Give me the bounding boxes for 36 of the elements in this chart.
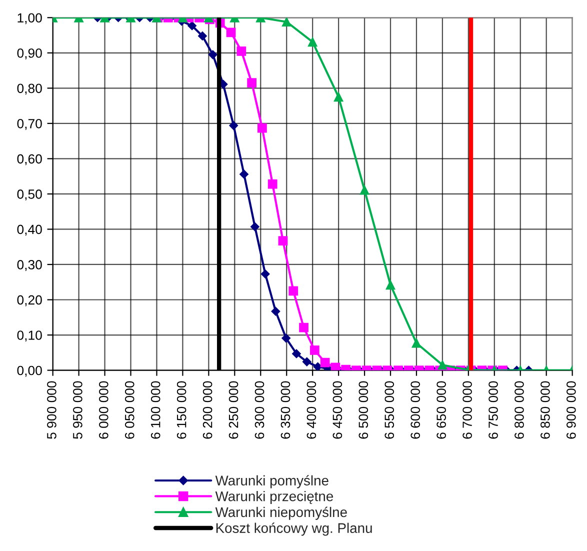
legend-label: Warunki przeciętne [215, 491, 334, 504]
x-tick-label: 6 900 000 [566, 381, 576, 439]
legend-label: Warunki niepomyślne [215, 506, 347, 520]
x-tick-label: 6 700 000 [462, 381, 472, 439]
x-tick-label: 6 100 000 [150, 381, 160, 439]
x-tick-label: 6 150 000 [176, 381, 186, 439]
legend-label: Koszt końcowy wg. Planu [216, 522, 372, 536]
y-tick-label: 0,60 [17, 154, 42, 166]
x-tick-label: 6 800 000 [514, 381, 524, 439]
y-tick-label: 0,00 [17, 366, 42, 377]
y-tick-label: 0,80 [17, 84, 42, 95]
x-tick-label: 6 450 000 [332, 381, 342, 439]
x-tick-label: 6 600 000 [410, 381, 420, 439]
x-tick-label: 5 950 000 [73, 381, 82, 439]
y-tick-label: 0,10 [17, 330, 42, 342]
x-tick-label: 6 350 000 [280, 381, 290, 439]
x-tick-label: 6 650 000 [436, 381, 446, 439]
y-tick-label: 0,50 [17, 190, 42, 200]
y-tick-label: 0,40 [17, 224, 42, 236]
x-tick-label: 6 400 000 [306, 381, 316, 439]
y-tick-label: 1,00 [18, 13, 42, 24]
legend-label: Warunki pomyślne [215, 475, 328, 488]
x-tick-label: 6 550 000 [384, 381, 394, 439]
x-tick-label: 6 200 000 [202, 381, 212, 439]
y-tick-label: 0,70 [17, 118, 42, 130]
x-tick-label: 5 900 000 [47, 381, 56, 439]
x-tick-label: 6 300 000 [254, 381, 264, 439]
y-tick-label: 0,90 [17, 48, 42, 60]
y-tick-label: 0,20 [17, 295, 42, 306]
x-tick-label: 6 500 000 [358, 381, 368, 439]
x-tick-label: 6 000 000 [98, 381, 108, 439]
x-tick-label: 6 850 000 [540, 381, 550, 439]
x-tick-label: 6 750 000 [488, 381, 498, 439]
x-tick-label: 6 050 000 [124, 381, 134, 439]
x-tick-label: 6 250 000 [228, 381, 238, 439]
y-tick-label: 0,30 [17, 260, 42, 271]
